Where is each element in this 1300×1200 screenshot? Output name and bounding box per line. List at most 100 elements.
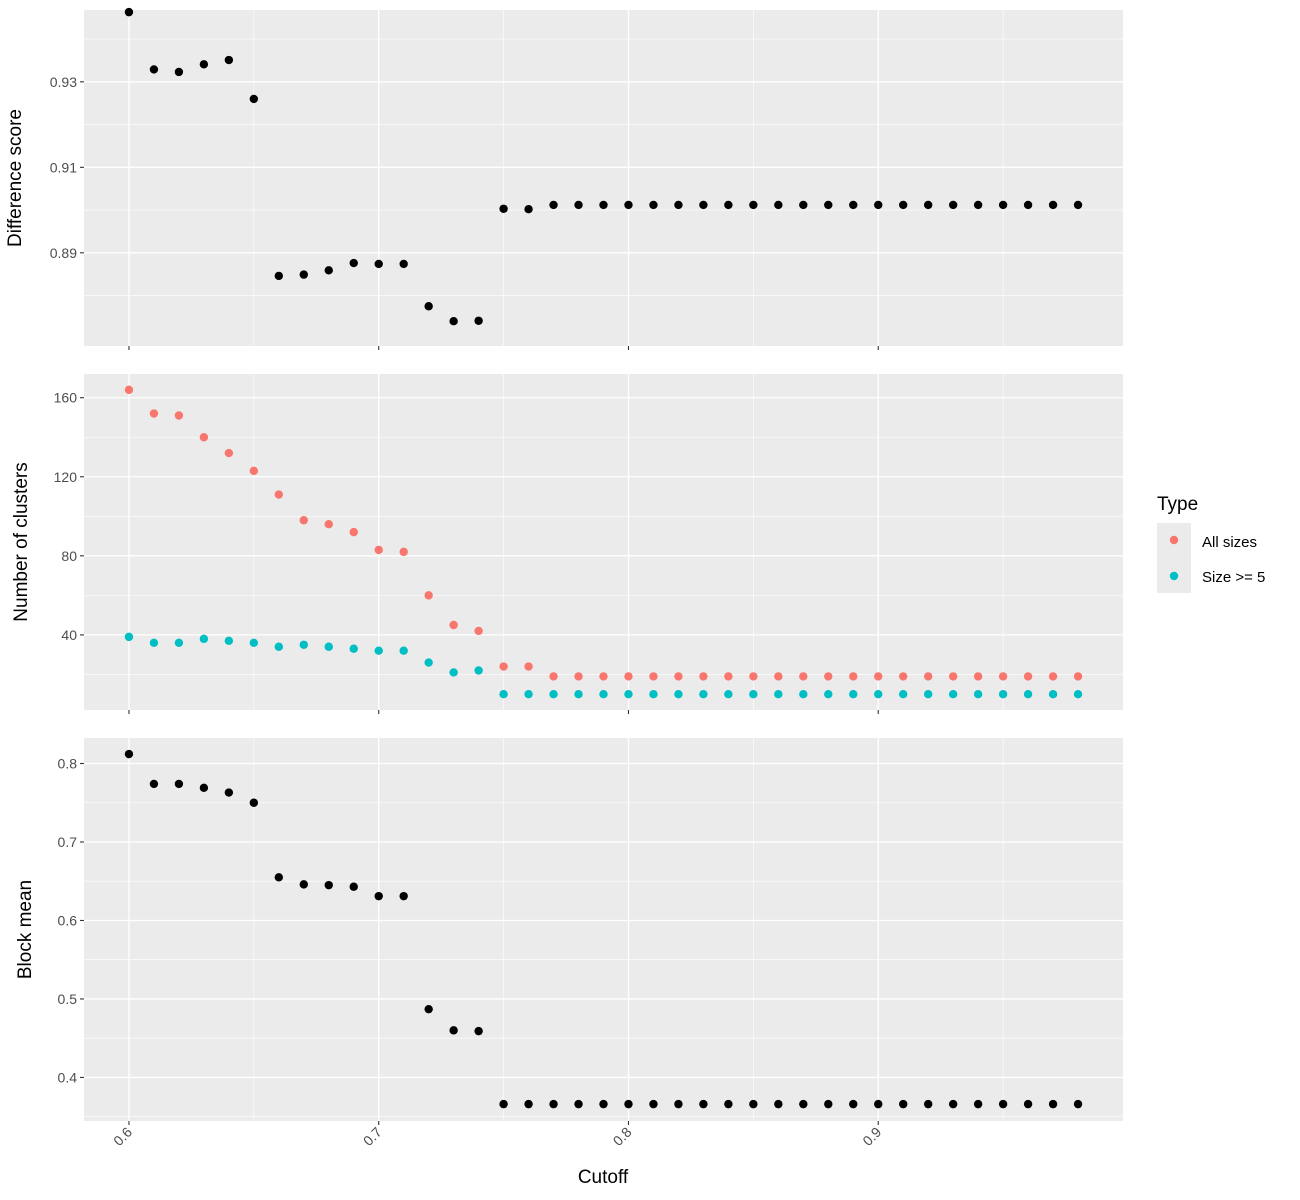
data-point bbox=[923, 689, 933, 699]
data-point bbox=[174, 779, 184, 789]
data-point bbox=[973, 1099, 983, 1109]
data-point bbox=[1023, 672, 1033, 681]
data-point bbox=[174, 638, 184, 647]
data-point bbox=[224, 788, 234, 797]
data-point bbox=[948, 1099, 958, 1109]
data-point bbox=[599, 200, 608, 210]
data-point bbox=[824, 689, 833, 699]
data-point bbox=[799, 672, 808, 681]
data-point bbox=[274, 642, 284, 651]
data-point bbox=[998, 689, 1008, 699]
data-point bbox=[1048, 672, 1058, 681]
data-point bbox=[124, 7, 134, 17]
data-point bbox=[349, 644, 358, 653]
data-point bbox=[699, 689, 708, 699]
data-point bbox=[649, 672, 658, 681]
legend-title: Type bbox=[1157, 494, 1198, 515]
data-point bbox=[499, 204, 508, 213]
data-point bbox=[749, 689, 758, 699]
y-tick-label: 40 bbox=[61, 627, 77, 643]
data-point bbox=[249, 638, 259, 647]
data-point bbox=[524, 689, 533, 699]
data-point bbox=[524, 662, 533, 671]
data-point bbox=[374, 891, 383, 901]
data-point bbox=[124, 385, 134, 395]
data-point bbox=[899, 672, 908, 681]
data-point bbox=[324, 520, 333, 529]
data-point bbox=[274, 271, 284, 281]
data-point bbox=[1048, 200, 1058, 210]
data-point bbox=[624, 1099, 633, 1109]
data-point bbox=[299, 640, 308, 649]
series-size-5 bbox=[124, 632, 1083, 699]
data-point bbox=[699, 200, 708, 210]
data-point bbox=[449, 668, 458, 677]
data-point bbox=[324, 880, 333, 890]
y-tick-label: 0.91 bbox=[50, 159, 77, 175]
data-point bbox=[849, 200, 858, 210]
data-point bbox=[399, 547, 408, 557]
data-point bbox=[1048, 689, 1058, 699]
y-tick-label: 160 bbox=[54, 390, 78, 406]
legend: Type All sizes Size >= 5 bbox=[1157, 494, 1265, 593]
data-point bbox=[374, 646, 383, 655]
data-point bbox=[824, 672, 833, 681]
data-point bbox=[399, 891, 408, 901]
data-point bbox=[424, 302, 433, 311]
panel-2: 40 80 120 160 Number of clusters bbox=[11, 374, 1123, 714]
data-point bbox=[199, 433, 209, 442]
data-point bbox=[973, 672, 983, 681]
data-point bbox=[998, 200, 1008, 210]
data-point bbox=[923, 200, 933, 210]
data-point bbox=[549, 672, 558, 681]
data-point bbox=[374, 545, 383, 555]
series-points bbox=[124, 7, 1083, 326]
data-point bbox=[824, 1099, 833, 1109]
data-point bbox=[774, 689, 783, 699]
legend-key-size-5 bbox=[1169, 571, 1179, 581]
y-tick-label: 0.4 bbox=[58, 1069, 78, 1085]
data-point bbox=[574, 672, 583, 681]
data-point bbox=[749, 672, 758, 681]
data-point bbox=[249, 94, 259, 104]
legend-key-all-sizes bbox=[1169, 535, 1179, 545]
data-point bbox=[599, 689, 608, 699]
y-axis-title: Number of clusters bbox=[11, 462, 32, 621]
panel-background bbox=[84, 10, 1123, 346]
data-point bbox=[199, 783, 209, 793]
data-point bbox=[874, 1099, 883, 1109]
data-point bbox=[649, 1099, 658, 1109]
data-point bbox=[424, 591, 433, 600]
data-point bbox=[649, 200, 658, 210]
data-point bbox=[399, 646, 408, 655]
data-point bbox=[1048, 1099, 1058, 1109]
data-point bbox=[199, 60, 209, 69]
data-point bbox=[374, 259, 383, 269]
data-point bbox=[749, 200, 758, 210]
data-point bbox=[724, 200, 733, 210]
data-point bbox=[549, 689, 558, 699]
data-point bbox=[299, 880, 308, 889]
data-point bbox=[874, 689, 883, 699]
data-point bbox=[574, 689, 583, 699]
data-point bbox=[774, 200, 783, 210]
data-point bbox=[224, 448, 234, 458]
data-point bbox=[899, 1099, 908, 1109]
panels: 0.89 0.91 0.93 Difference score 40 80 120 160 Nu… bbox=[5, 7, 1123, 1149]
data-point bbox=[824, 200, 833, 210]
data-point bbox=[874, 200, 883, 210]
data-point bbox=[249, 798, 259, 807]
data-point bbox=[874, 672, 883, 681]
y-tick-label: 0.5 bbox=[58, 991, 78, 1007]
data-point bbox=[549, 200, 558, 210]
data-point bbox=[699, 672, 708, 681]
data-point bbox=[599, 1099, 608, 1109]
data-point bbox=[499, 689, 508, 699]
data-point bbox=[424, 658, 433, 667]
data-point bbox=[474, 316, 483, 325]
series-points bbox=[124, 749, 1083, 1109]
data-point bbox=[299, 516, 308, 525]
data-point bbox=[948, 672, 958, 681]
data-point bbox=[649, 689, 658, 699]
